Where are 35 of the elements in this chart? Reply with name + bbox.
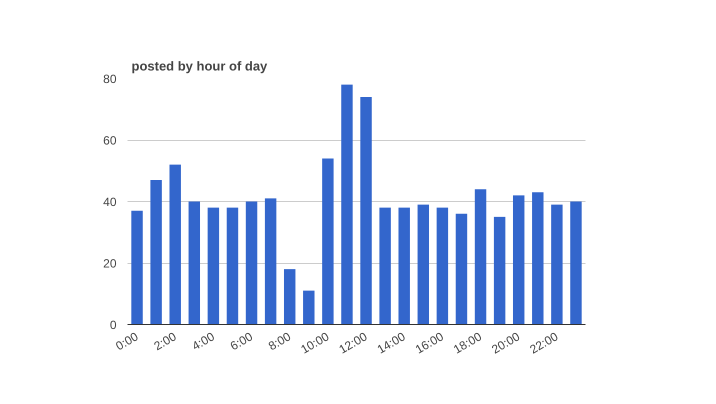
bar [264, 198, 276, 324]
chart-title: posted by hour of day [132, 58, 268, 74]
bar [360, 96, 372, 324]
bar [226, 208, 238, 324]
y-tick-label: 60 [103, 134, 117, 148]
x-tick-label: 8:00 [266, 329, 294, 354]
bar [188, 202, 200, 324]
x-tick-label: 2:00 [151, 329, 179, 354]
x-tick-label: 6:00 [228, 329, 256, 354]
bar [551, 204, 563, 324]
bar [150, 180, 162, 324]
bar [570, 202, 582, 324]
bar [436, 208, 448, 324]
bar [169, 164, 181, 324]
bar [456, 214, 468, 324]
bar [303, 290, 315, 324]
y-tick-label: 40 [103, 195, 117, 209]
bar [532, 192, 544, 324]
x-tick-label: 4:00 [190, 329, 218, 354]
bar [494, 216, 506, 324]
x-tick-label: 0:00 [113, 329, 141, 354]
bar [284, 269, 296, 324]
bar [418, 204, 430, 324]
bar [208, 208, 220, 324]
bar [246, 202, 258, 324]
bar [322, 158, 334, 324]
y-tick-label: 0 [110, 318, 117, 332]
bar [131, 210, 143, 324]
bar [341, 84, 353, 324]
bar [379, 208, 391, 324]
bar [398, 208, 410, 324]
y-tick-label: 20 [103, 256, 117, 270]
bar [474, 189, 486, 324]
bar [512, 195, 524, 324]
y-tick-label: 80 [103, 72, 117, 86]
